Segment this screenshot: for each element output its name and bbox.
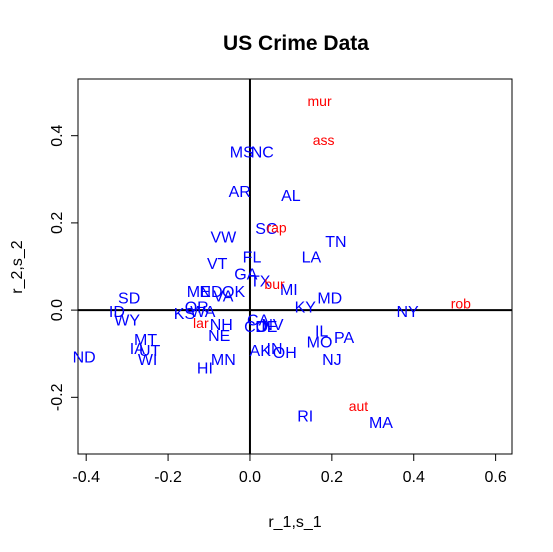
state-point-label: MI: [280, 282, 298, 299]
state-point-label: OK: [222, 284, 245, 301]
y-tick-label: -0.2: [49, 383, 66, 411]
y-tick-label: 0.4: [49, 124, 66, 146]
state-point-label: SD: [118, 291, 140, 308]
state-point-label: NY: [396, 304, 419, 321]
state-point-label: ID: [109, 304, 125, 321]
y-axis-label: r_2,s_2: [9, 240, 26, 293]
state-point-label: OH: [273, 345, 297, 362]
state-point-label: NC: [251, 145, 274, 162]
state-point-label: MD: [317, 291, 342, 308]
variable-point-label: mur: [308, 93, 332, 109]
plot-frame: [77, 78, 513, 455]
variable-point-label: bur: [264, 276, 285, 292]
state-point-label: CA: [247, 313, 270, 330]
state-point-label: CO: [244, 319, 268, 336]
state-point-label: NH: [210, 317, 233, 334]
state-point-label: FL: [243, 249, 262, 266]
state-point-label: DE: [255, 319, 277, 336]
state-point-label: HI: [197, 360, 213, 377]
variable-point-label: aut: [349, 398, 369, 414]
x-tick-label: 0.0: [239, 469, 261, 486]
state-point-label: WA: [190, 304, 216, 321]
state-point-label: NJ: [322, 352, 342, 369]
state-point-label: SC: [255, 221, 277, 238]
y-axis: -0.2 0.0 0.2 0.4: [49, 124, 79, 411]
x-tick-label: 0.4: [403, 469, 425, 486]
x-tick-label: -0.2: [154, 469, 182, 486]
x-tick-label: 0.2: [321, 469, 343, 486]
chart-title: US Crime Data: [223, 32, 369, 55]
state-point-label: TX: [250, 273, 271, 290]
state-point-label: MT: [134, 332, 157, 349]
state-point-label: NV: [261, 317, 284, 334]
y-tick-label: 0.2: [49, 212, 66, 234]
state-point-label: GA: [234, 267, 257, 284]
state-point-label: VT: [207, 256, 228, 273]
state-point-label: ND: [73, 350, 96, 367]
state-point-label: RI: [297, 408, 313, 425]
variable-point-label: ass: [313, 132, 335, 148]
state-point-label: NE: [208, 328, 230, 345]
state-point-label: MN: [211, 352, 236, 369]
y-tick-label: 0.0: [49, 299, 66, 321]
state-point-label: LA: [302, 249, 322, 266]
state-point-label: AK: [250, 343, 272, 360]
x-tick-label: -0.4: [72, 469, 100, 486]
variable-point-label: lar: [193, 315, 209, 331]
state-point-label: MA: [369, 415, 393, 432]
x-axis: -0.4 -0.2 0.0 0.2 0.4 0.6: [72, 453, 507, 486]
variable-point-label: rap: [266, 219, 286, 235]
state-point-label: MS: [230, 145, 254, 162]
state-point-label: PA: [334, 330, 354, 347]
state-point-label: KY: [295, 299, 317, 316]
state-point-label: MO: [307, 334, 333, 351]
state-point-label: VW: [210, 230, 237, 247]
state-point-label: AL: [281, 188, 301, 205]
state-point-label: IN: [267, 341, 283, 358]
state-point-label: UT: [139, 343, 161, 360]
state-point-label: ND: [200, 284, 223, 301]
state-point-label: WI: [138, 352, 158, 369]
x-tick-label: 0.6: [484, 469, 506, 486]
state-point-label: KS: [174, 306, 195, 323]
state-point-label: VA: [213, 289, 233, 306]
state-point-label: IL: [315, 323, 328, 340]
variable-point-label: rob: [451, 296, 471, 312]
state-point-label: ME: [187, 284, 211, 301]
x-axis-label: r_1,s_1: [268, 514, 321, 531]
reference-lines: [78, 79, 512, 454]
state-point-label: AR: [229, 184, 251, 201]
state-point-label: OR: [185, 299, 209, 316]
state-point-label: WY: [114, 313, 140, 330]
state-point-label: IA: [130, 341, 145, 358]
state-point-label: TN: [325, 234, 346, 251]
